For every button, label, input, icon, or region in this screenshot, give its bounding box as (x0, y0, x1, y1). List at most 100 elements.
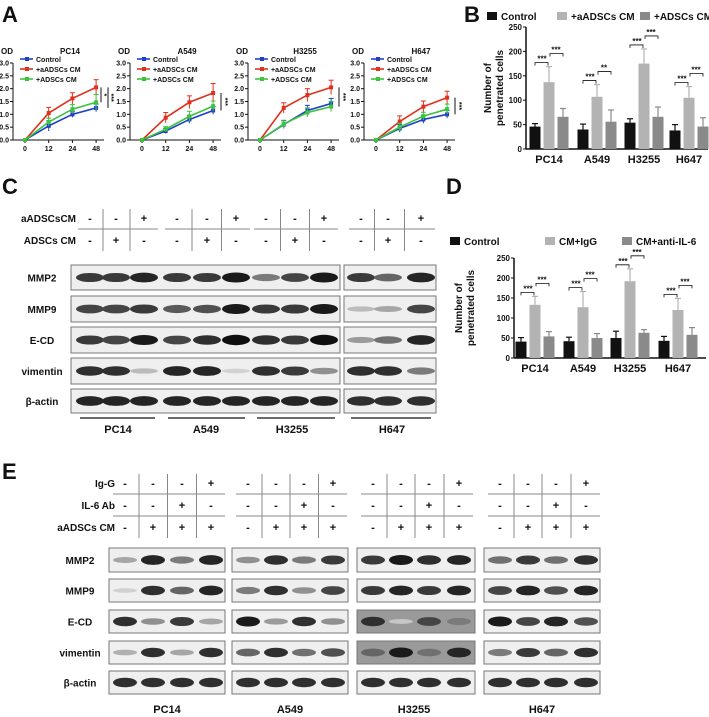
significance-label: *** (339, 93, 346, 101)
protein-band (199, 677, 223, 688)
protein-band (199, 585, 223, 596)
protein-label: E-CD (30, 336, 54, 347)
protein-band (488, 677, 512, 688)
protein-band (222, 303, 250, 315)
significance-bracket (644, 35, 659, 39)
y-tick-label: 2.5 (116, 73, 126, 80)
data-point (258, 138, 262, 142)
y-tick-label: 100 (497, 314, 511, 323)
condition-sign: - (427, 478, 431, 490)
protein-band (544, 648, 568, 657)
x-tick-label: PC14 (535, 154, 563, 166)
protein-band (163, 396, 191, 406)
protein-band (252, 273, 280, 282)
protein-band (544, 677, 568, 688)
x-tick-label: 0 (23, 146, 27, 153)
protein-band (374, 366, 402, 376)
protein-band (193, 366, 221, 376)
series-line-0 (375, 113, 448, 141)
y-axis-label-line: Number of (483, 62, 494, 113)
bar (686, 334, 698, 358)
x-tick-label: A549 (584, 154, 610, 166)
protein-band (252, 366, 280, 376)
y-tick-label: 0 (518, 145, 523, 154)
condition-sign: - (264, 235, 268, 247)
protein-band (347, 272, 375, 283)
protein-band (447, 555, 471, 565)
y-tick-label: 150 (497, 294, 511, 303)
protein-band (417, 648, 441, 657)
y-tick-label: 200 (509, 47, 523, 56)
condition-sign: + (113, 235, 119, 247)
protein-band (264, 585, 288, 596)
condition-sign: + (301, 522, 307, 534)
y-tick-label: 50 (501, 334, 510, 343)
series-line-1 (24, 86, 97, 141)
protein-band (264, 618, 288, 625)
protein-band (199, 555, 223, 565)
legend-swatch (622, 237, 632, 245)
data-point (187, 100, 192, 105)
protein-band (321, 648, 345, 657)
condition-sign: - (457, 500, 461, 512)
protein-band (347, 336, 375, 344)
y-tick-label: 3.0 (0, 61, 9, 68)
condition-sign: - (293, 213, 297, 225)
y-axis-label: Number ofpenetrated cells (483, 49, 506, 126)
condition-sign: + (553, 500, 559, 512)
protein-band (102, 335, 130, 345)
legend-label: Control (271, 57, 296, 64)
protein-label: β-actin (26, 397, 59, 408)
condition-sign: - (498, 500, 502, 512)
protein-band (252, 396, 280, 406)
x-tick-label: H647 (665, 363, 691, 375)
bar (624, 281, 636, 358)
significance-bracket (674, 82, 689, 86)
protein-band (389, 585, 413, 596)
x-tick-label: H3255 (614, 363, 646, 375)
condition-sign: - (180, 478, 184, 490)
blot-panel (483, 670, 601, 695)
y-tick-label: 0.5 (350, 125, 360, 132)
protein-band (292, 677, 316, 688)
y-tick-label: 0.0 (234, 138, 244, 145)
blot-panel (231, 640, 349, 665)
condition-sign: + (330, 478, 336, 490)
protein-band (374, 273, 402, 282)
y-tick-label: 0.5 (116, 125, 126, 132)
protein-band (281, 273, 309, 282)
protein-band (236, 616, 260, 627)
bar (610, 338, 622, 358)
condition-sign: + (385, 235, 391, 247)
significance-label: *** (666, 286, 676, 295)
x-tick-label: H647 (676, 154, 702, 166)
protein-band (544, 616, 568, 627)
x-tick-label: 24 (69, 146, 77, 153)
protein-band (544, 586, 568, 595)
condition-sign: - (371, 478, 375, 490)
protein-band (222, 272, 250, 283)
significance-label: *** (455, 102, 462, 110)
legend-marker (142, 57, 146, 61)
x-tick-label: 12 (396, 146, 404, 153)
blot-panel (356, 609, 476, 634)
y-axis-label: Number ofpenetrated cells (454, 269, 477, 346)
condition-sign: - (246, 522, 250, 534)
protein-band (252, 304, 280, 314)
protein-band (516, 585, 540, 596)
legend-marker (260, 57, 264, 61)
protein-band (447, 647, 471, 658)
data-point (397, 119, 402, 124)
data-point (374, 138, 378, 142)
condition-sign: - (359, 235, 363, 247)
bar (672, 310, 684, 358)
protein-band (281, 366, 309, 376)
protein-band (310, 396, 338, 406)
legend-swatch (487, 12, 497, 20)
y-tick-label: 0.0 (350, 138, 360, 145)
condition-sign: - (246, 500, 250, 512)
x-tick-label: 12 (280, 146, 288, 153)
protein-band (76, 396, 104, 406)
bar (529, 126, 541, 149)
